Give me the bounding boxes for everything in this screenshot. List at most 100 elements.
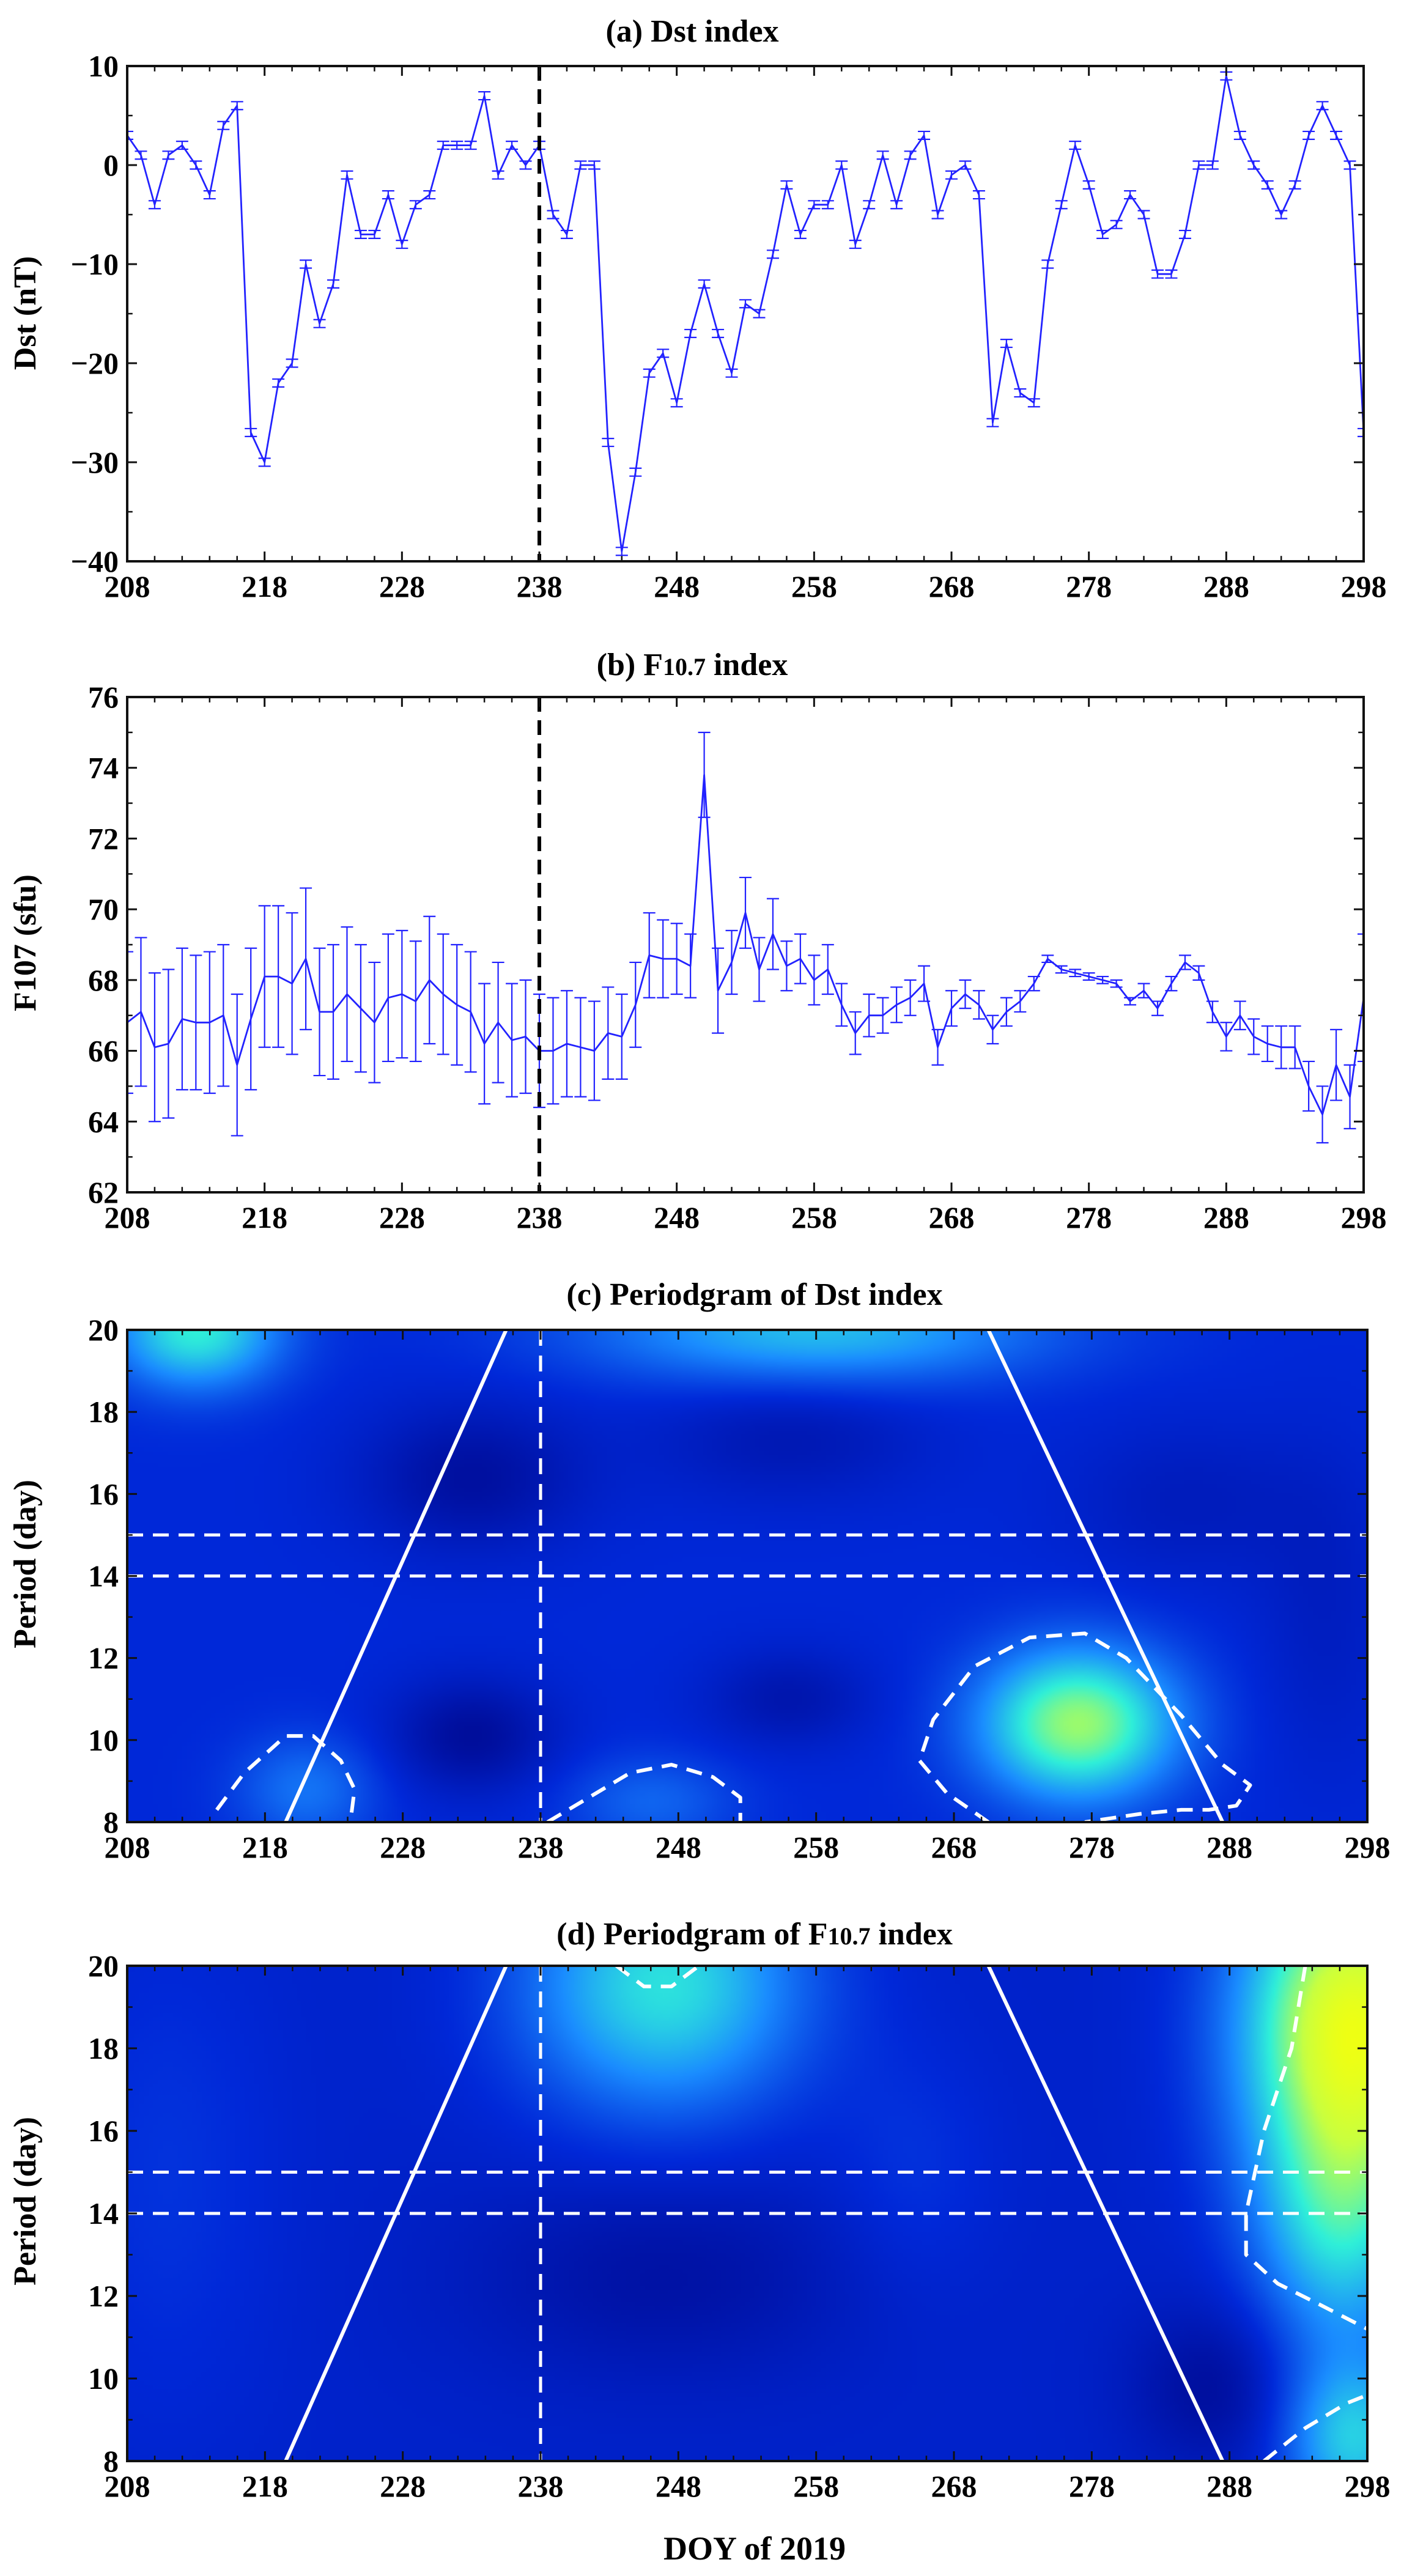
panel-a-y-tick-label: −30 — [71, 445, 119, 479]
panel-d-x-tick-label: 268 — [931, 2469, 977, 2503]
panel-b-error-bar — [127, 951, 133, 1094]
panel-d-cone-of-influence-line — [284, 1966, 508, 2461]
panel-a-y-tick-label: −20 — [71, 346, 119, 380]
panel-b-title: (b) F10.7 index — [597, 648, 788, 682]
panel-c-y-tick-label: 8 — [103, 1805, 119, 1839]
panel-c-y-tick-label: 14 — [88, 1559, 119, 1593]
panel-d-tick-labels: 208 218 228 238 248 258 268 278 288 298 8 10 12 14 16 1… — [88, 1949, 1391, 2503]
panel-d-y-tick-label: 20 — [88, 1949, 119, 1983]
panel-a-x-tick-label: 248 — [654, 569, 700, 603]
panel-c-significance-contour — [215, 1734, 357, 1822]
panel-b-x-tick-label: 248 — [654, 1200, 700, 1234]
panel-c-y-tick-label: 12 — [88, 1641, 119, 1675]
panel-c-y-tick-label: 18 — [88, 1395, 119, 1429]
panel-d-y-tick-label: 14 — [88, 2196, 119, 2231]
panel-d-x-tick-label: 298 — [1345, 2469, 1391, 2503]
panel-d-x-tick-label: 248 — [656, 2469, 701, 2503]
panel-c-x-tick-label: 268 — [931, 1830, 977, 1864]
panel-d-x-tick-label: 228 — [380, 2469, 426, 2503]
panel-c-y-tick-label: 10 — [88, 1723, 119, 1757]
panel-b-y-tick-label: 64 — [88, 1104, 119, 1139]
panel-b-x-tick-label: 228 — [379, 1200, 425, 1234]
panel-d-y-tick-label: 18 — [88, 2031, 119, 2065]
panel-b-x-tick-label: 208 — [105, 1200, 150, 1234]
panel-a-x-tick-label: 228 — [379, 569, 425, 603]
panel-b-error-bar — [1358, 933, 1364, 1063]
panel-b-x-tick-label: 278 — [1066, 1200, 1112, 1234]
panel-b-y-tick-label: 74 — [88, 751, 119, 785]
panel-b-x-tick-label: 258 — [791, 1200, 837, 1234]
panel-b-x-tick-label: 218 — [242, 1200, 287, 1234]
panel-a-y-tick-label: 0 — [103, 148, 119, 182]
panel-a: (a) Dst index Dst (nT) 208 218 228 238 248 25… — [8, 14, 1387, 603]
panel-d-title: (d) Periodgram of F10.7 index — [556, 1917, 953, 1952]
panel-c-cone-of-influence-line — [284, 1330, 508, 1822]
panel-d-x-axis-label: DOY of 2019 — [663, 2530, 846, 2567]
panel-b-tick-labels: 208 218 228 238 248 258 268 278 288 298 62 64 66 68 70… — [88, 680, 1387, 1234]
panel-a-data-layer — [127, 71, 1364, 556]
panel-d-plot-area — [126, 1965, 1369, 2462]
panel-d-y-tick-label: 8 — [103, 2444, 119, 2478]
panel-d: (d) Periodgram of F10.7 index Period (da… — [8, 1917, 1391, 2567]
panel-b-y-tick-label: 66 — [88, 1034, 119, 1068]
panel-b-y-tick-label: 68 — [88, 963, 119, 997]
panel-a-tick-labels: 208 218 228 238 248 258 268 278 288 298 −40 −30 −20 −… — [71, 49, 1387, 603]
panel-c-y-tick-label: 20 — [88, 1313, 119, 1347]
panel-a-x-tick-label: 298 — [1341, 569, 1387, 603]
panel-b-y-tick-label: 76 — [88, 680, 119, 714]
panel-a-y-axis-label: Dst (nT) — [8, 256, 43, 370]
panel-d-y-tick-label: 10 — [88, 2361, 119, 2396]
panel-d-title-main: (d) Periodgram of F — [556, 1917, 827, 1952]
panel-c-x-tick-label: 258 — [793, 1830, 839, 1864]
panel-c-x-tick-label: 228 — [380, 1830, 426, 1864]
panel-b-y-axis-label: F107 (sfu) — [8, 874, 43, 1011]
panel-b-series-line — [127, 773, 1364, 1116]
panel-d-y-tick-label: 16 — [88, 2114, 119, 2148]
panel-a-title: (a) Dst index — [605, 14, 778, 49]
panel-d-y-tick-label: 12 — [88, 2279, 119, 2313]
panel-a-series-line — [127, 75, 1364, 553]
panel-a-x-tick-label: 238 — [517, 569, 563, 603]
panel-c-significance-contour — [546, 1763, 742, 1822]
panel-a-error-bar — [127, 130, 133, 140]
panel-d-title-subscript: 10.7 — [827, 1922, 870, 1950]
panel-c-x-tick-label: 208 — [105, 1830, 150, 1864]
panel-d-title-tail: index — [870, 1917, 952, 1952]
panel-b-title-main: (b) F — [597, 648, 663, 682]
panel-c-axes-frame — [126, 1329, 1369, 1823]
panel-a-x-tick-label: 258 — [791, 569, 837, 603]
panel-c-y-axis-label: Period (day) — [8, 1480, 43, 1648]
panel-c-title: (c) Periodgram of Dst index — [566, 1277, 942, 1312]
panel-c-x-tick-label: 278 — [1069, 1830, 1115, 1864]
panel-b-axes-frame — [126, 696, 1365, 1194]
panel-b-y-tick-label: 62 — [88, 1175, 119, 1209]
panel-d-x-tick-label: 288 — [1206, 2469, 1252, 2503]
panel-d-significance-contour — [615, 1966, 700, 1988]
panel-c: (c) Periodgram of Dst index Period (day)… — [8, 1277, 1391, 1864]
panel-a-y-tick-label: 10 — [88, 49, 119, 83]
panel-b-y-tick-label: 72 — [88, 821, 119, 855]
panel-c-cone-of-influence-line — [986, 1330, 1225, 1822]
panel-d-overlay-layer — [127, 1966, 1367, 2461]
panel-c-x-tick-label: 288 — [1206, 1830, 1252, 1864]
panel-c-x-tick-label: 238 — [518, 1830, 564, 1864]
panel-b-title-tail: index — [706, 648, 788, 682]
panel-a-error-bar — [1358, 427, 1364, 437]
panel-d-significance-contour — [1263, 2393, 1367, 2461]
panel-d-x-tick-label: 208 — [105, 2469, 150, 2503]
panel-d-cone-of-influence-line — [986, 1966, 1225, 2461]
panel-a-x-tick-label: 268 — [929, 569, 975, 603]
panel-a-plot-area — [126, 65, 1365, 563]
panel-b: (b) F10.7 index F107 (sfu) 208 218 228 238 2… — [8, 648, 1387, 1234]
panel-a-x-tick-label: 208 — [105, 569, 150, 603]
panel-b-title-subscript: 10.7 — [663, 653, 706, 681]
panel-d-y-axis-label: Period (day) — [8, 2117, 43, 2286]
panel-d-axes-frame — [126, 1965, 1369, 2462]
panel-c-plot-area — [126, 1329, 1369, 1823]
panel-a-x-tick-label: 218 — [242, 569, 287, 603]
panel-b-x-tick-label: 238 — [517, 1200, 563, 1234]
panel-d-x-tick-label: 278 — [1069, 2469, 1115, 2503]
panel-c-tick-labels: 208 218 228 238 248 258 268 278 288 298 8 10 12 14 16 1… — [88, 1313, 1391, 1864]
panel-b-x-tick-label: 298 — [1341, 1200, 1387, 1234]
